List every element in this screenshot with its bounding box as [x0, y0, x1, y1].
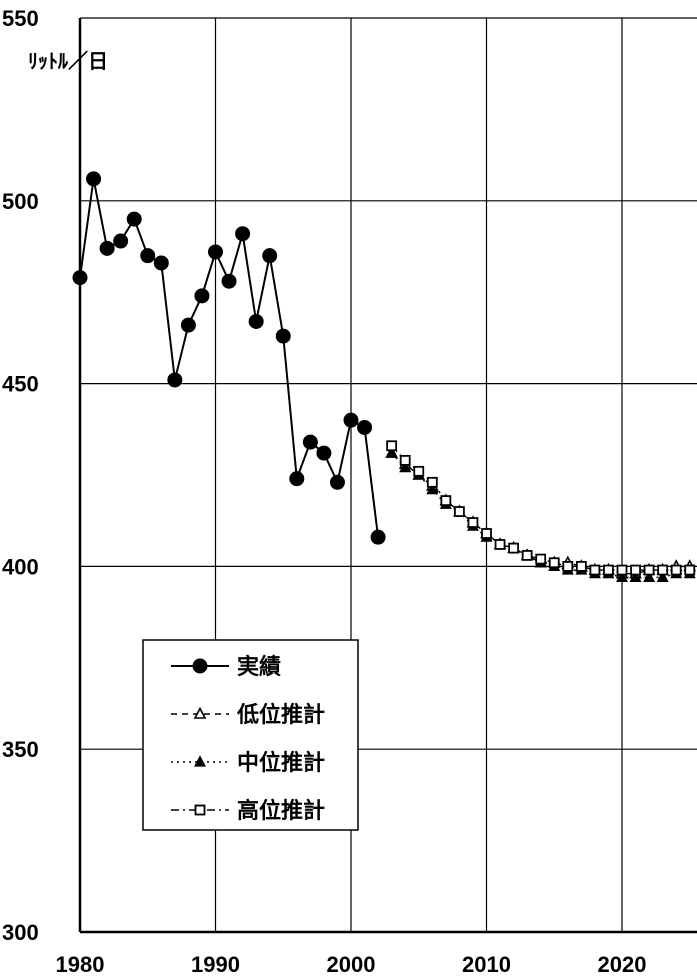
data-point	[235, 226, 251, 242]
series-layer	[72, 171, 697, 582]
data-point	[153, 255, 169, 271]
data-point	[494, 539, 506, 550]
legend-label: 実績	[237, 654, 281, 679]
data-point	[616, 564, 628, 576]
y-tick-label: 500	[2, 189, 39, 214]
x-tick-label: 2010	[462, 952, 511, 977]
data-point	[603, 564, 614, 576]
y-tick-label: 450	[2, 372, 39, 397]
data-point	[670, 564, 682, 576]
series-line	[391, 452, 690, 579]
x-tick-label: 1990	[191, 952, 240, 977]
unit-label: ﾘｯﾄﾙ／日	[28, 50, 108, 73]
data-point	[548, 557, 560, 569]
data-point	[684, 564, 696, 576]
data-point	[589, 564, 601, 576]
data-point	[440, 495, 452, 506]
data-point	[508, 542, 520, 554]
data-point	[99, 240, 115, 256]
data-point	[643, 564, 655, 576]
data-point	[316, 445, 332, 461]
data-point	[208, 244, 223, 260]
data-point	[329, 474, 345, 490]
data-point	[426, 482, 439, 495]
data-point	[399, 454, 411, 466]
legend-marker	[193, 706, 207, 719]
series-0	[72, 171, 386, 545]
data-point	[453, 506, 465, 517]
data-point	[467, 517, 479, 528]
data-point	[126, 211, 142, 227]
series-line	[391, 445, 690, 571]
legend-label: 高位推計	[237, 798, 325, 823]
data-point	[413, 465, 425, 477]
x-tick-label: 1980	[56, 952, 105, 977]
data-point	[630, 564, 641, 576]
data-point	[343, 412, 359, 428]
legend-label: 低位推計	[236, 702, 325, 727]
data-point	[262, 248, 278, 264]
tick-labels: 300 350 400 450 500 550 1980 1990 2000 2010 2020	[2, 6, 646, 977]
legend-marker	[192, 658, 208, 674]
series-3	[386, 440, 696, 576]
legend-marker	[194, 755, 206, 767]
data-point	[481, 528, 492, 539]
data-point	[72, 270, 88, 286]
data-point	[426, 476, 438, 488]
y-tick-label: 550	[2, 6, 39, 31]
data-point	[302, 434, 318, 450]
data-point	[399, 460, 412, 473]
data-point	[275, 328, 291, 344]
y-tick-label: 300	[2, 920, 39, 945]
data-point	[562, 561, 574, 572]
data-point	[113, 233, 129, 249]
data-point	[248, 313, 264, 329]
data-point	[370, 529, 386, 545]
y-tick-label: 350	[2, 737, 39, 762]
data-point	[194, 288, 210, 304]
x-tick-label: 2000	[327, 952, 376, 977]
legend-box	[142, 639, 359, 831]
axes	[78, 18, 697, 934]
data-point	[386, 440, 398, 452]
data-point	[385, 446, 398, 458]
data-point	[86, 171, 102, 187]
data-point	[167, 372, 183, 388]
data-point	[535, 553, 547, 565]
data-point	[575, 561, 587, 572]
y-tick-label: 400	[2, 554, 39, 579]
data-point	[657, 564, 669, 576]
data-point	[289, 471, 305, 487]
gridlines	[80, 17, 697, 932]
data-point	[629, 570, 642, 582]
x-tick-label: 2020	[598, 952, 647, 977]
data-point	[643, 570, 656, 582]
legend-marker	[194, 804, 206, 816]
data-point	[521, 550, 533, 561]
data-point	[140, 248, 156, 264]
data-point	[357, 419, 373, 435]
data-point	[221, 273, 237, 289]
data-point	[616, 570, 628, 582]
data-point	[656, 570, 669, 582]
data-point	[180, 317, 196, 333]
legend-label: 中位推計	[237, 750, 325, 775]
